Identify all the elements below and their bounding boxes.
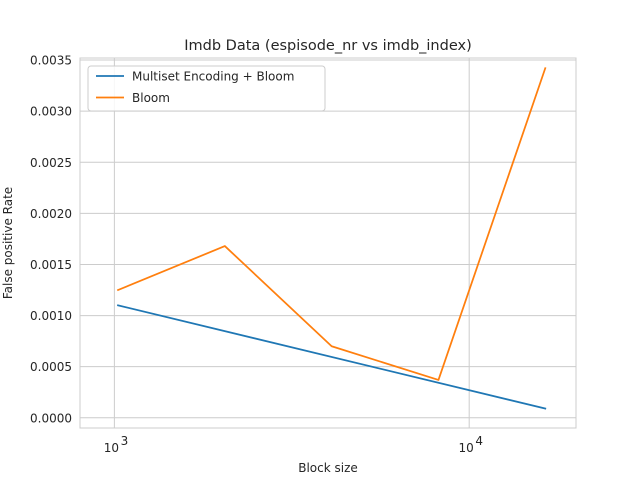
legend-label: Bloom <box>132 91 170 105</box>
x-axis-label: Block size <box>298 461 358 475</box>
y-tick-label: 0.0030 <box>30 105 72 119</box>
legend-label: Multiset Encoding + Bloom <box>132 70 294 84</box>
chart-title: Imdb Data (espisode_nr vs imdb_index) <box>184 38 471 54</box>
x-tick-labels: 10 3 10 4 <box>104 434 483 455</box>
legend-box <box>87 65 326 112</box>
x-tick-exponent: 4 <box>475 434 483 448</box>
y-tick-label: 0.0015 <box>30 258 72 272</box>
y-tick-label: 0.0010 <box>30 309 72 323</box>
y-tick-label: 0.0020 <box>30 207 72 221</box>
y-tick-label: 0.0025 <box>30 156 72 170</box>
y-tick-labels: 0.0000 0.0005 0.0010 0.0015 0.0020 0.0025 0.00… <box>30 54 72 426</box>
series-line <box>116 304 547 410</box>
series-lines <box>116 67 547 410</box>
plot-frame <box>79 57 577 429</box>
x-tick-label: 10 <box>104 441 119 455</box>
y-tick-label: 0.0035 <box>30 54 72 68</box>
y-tick-label: 0.0005 <box>30 360 72 374</box>
y-axis-label: False positive Rate <box>1 187 15 299</box>
x-tick-exponent: 3 <box>121 434 129 448</box>
legend: Multiset Encoding + Bloom Bloom <box>87 65 326 112</box>
x-tick-label: 10 <box>459 441 474 455</box>
series-line <box>116 67 547 381</box>
y-tick-label: 0.0000 <box>30 411 72 425</box>
plot-area <box>80 58 576 428</box>
